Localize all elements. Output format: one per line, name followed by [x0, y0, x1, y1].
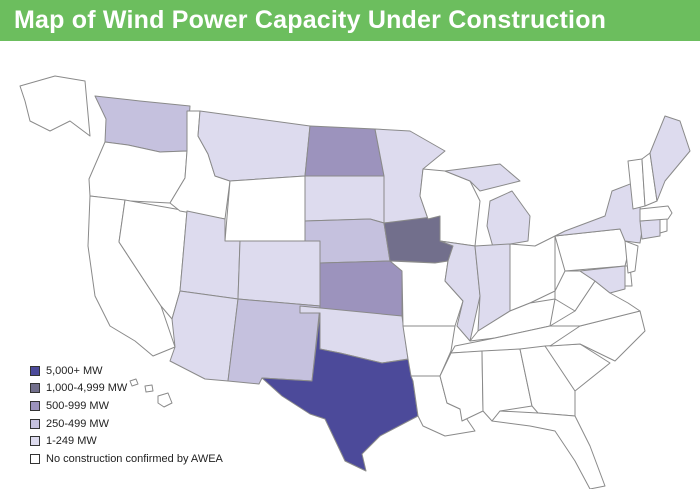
state-ND[interactable] [304, 125, 385, 177]
state-WY[interactable] [224, 175, 306, 242]
state-SD[interactable] [304, 175, 385, 224]
state-CO[interactable] [237, 240, 321, 307]
legend-label: 250-499 MW [46, 417, 109, 430]
state-OR[interactable] [88, 141, 188, 204]
state-TX[interactable] [261, 312, 419, 472]
state-CT[interactable] [639, 218, 661, 240]
legend-swatch [30, 400, 40, 411]
map-title: Map of Wind Power Capacity Under Constru… [14, 6, 607, 34]
state-MT[interactable] [197, 110, 311, 182]
state-MI-lower[interactable] [486, 190, 531, 248]
legend: 5,000+ MW 1,000-4,999 MW 500-999 MW 250-499… [30, 362, 223, 468]
legend-swatch [30, 418, 40, 429]
state-AK[interactable] [19, 75, 91, 137]
legend-label: 1-249 MW [46, 435, 97, 448]
state-PA[interactable] [554, 228, 631, 272]
legend-label: 5,000+ MW [46, 364, 103, 377]
state-RI[interactable] [659, 218, 668, 234]
legend-item: 1,000-4,999 MW [30, 380, 223, 398]
legend-item: 250-499 MW [30, 415, 223, 433]
legend-item: 1-249 MW [30, 432, 223, 450]
legend-swatch [30, 383, 40, 394]
state-MA[interactable] [639, 205, 673, 222]
state-ME[interactable] [649, 115, 691, 202]
title-bar: Map of Wind Power Capacity Under Constru… [0, 0, 700, 41]
legend-swatch [30, 453, 40, 464]
state-HI[interactable] [129, 378, 173, 408]
state-KS[interactable] [319, 260, 403, 317]
us-map [19, 75, 691, 489]
legend-label: 1,000-4,999 MW [46, 382, 128, 395]
state-MD[interactable] [579, 265, 626, 294]
legend-item: No construction confirmed by AWEA [30, 450, 223, 468]
legend-swatch [30, 365, 40, 376]
state-NY[interactable] [554, 180, 643, 244]
state-NJ[interactable] [624, 240, 639, 274]
legend-item: 500-999 MW [30, 397, 223, 415]
legend-swatch [30, 436, 40, 447]
state-MI[interactable] [444, 163, 521, 192]
legend-label: No construction confirmed by AWEA [46, 452, 223, 465]
legend-label: 500-999 MW [46, 399, 109, 412]
legend-item: 5,000+ MW [30, 362, 223, 380]
state-FL[interactable] [491, 410, 606, 489]
